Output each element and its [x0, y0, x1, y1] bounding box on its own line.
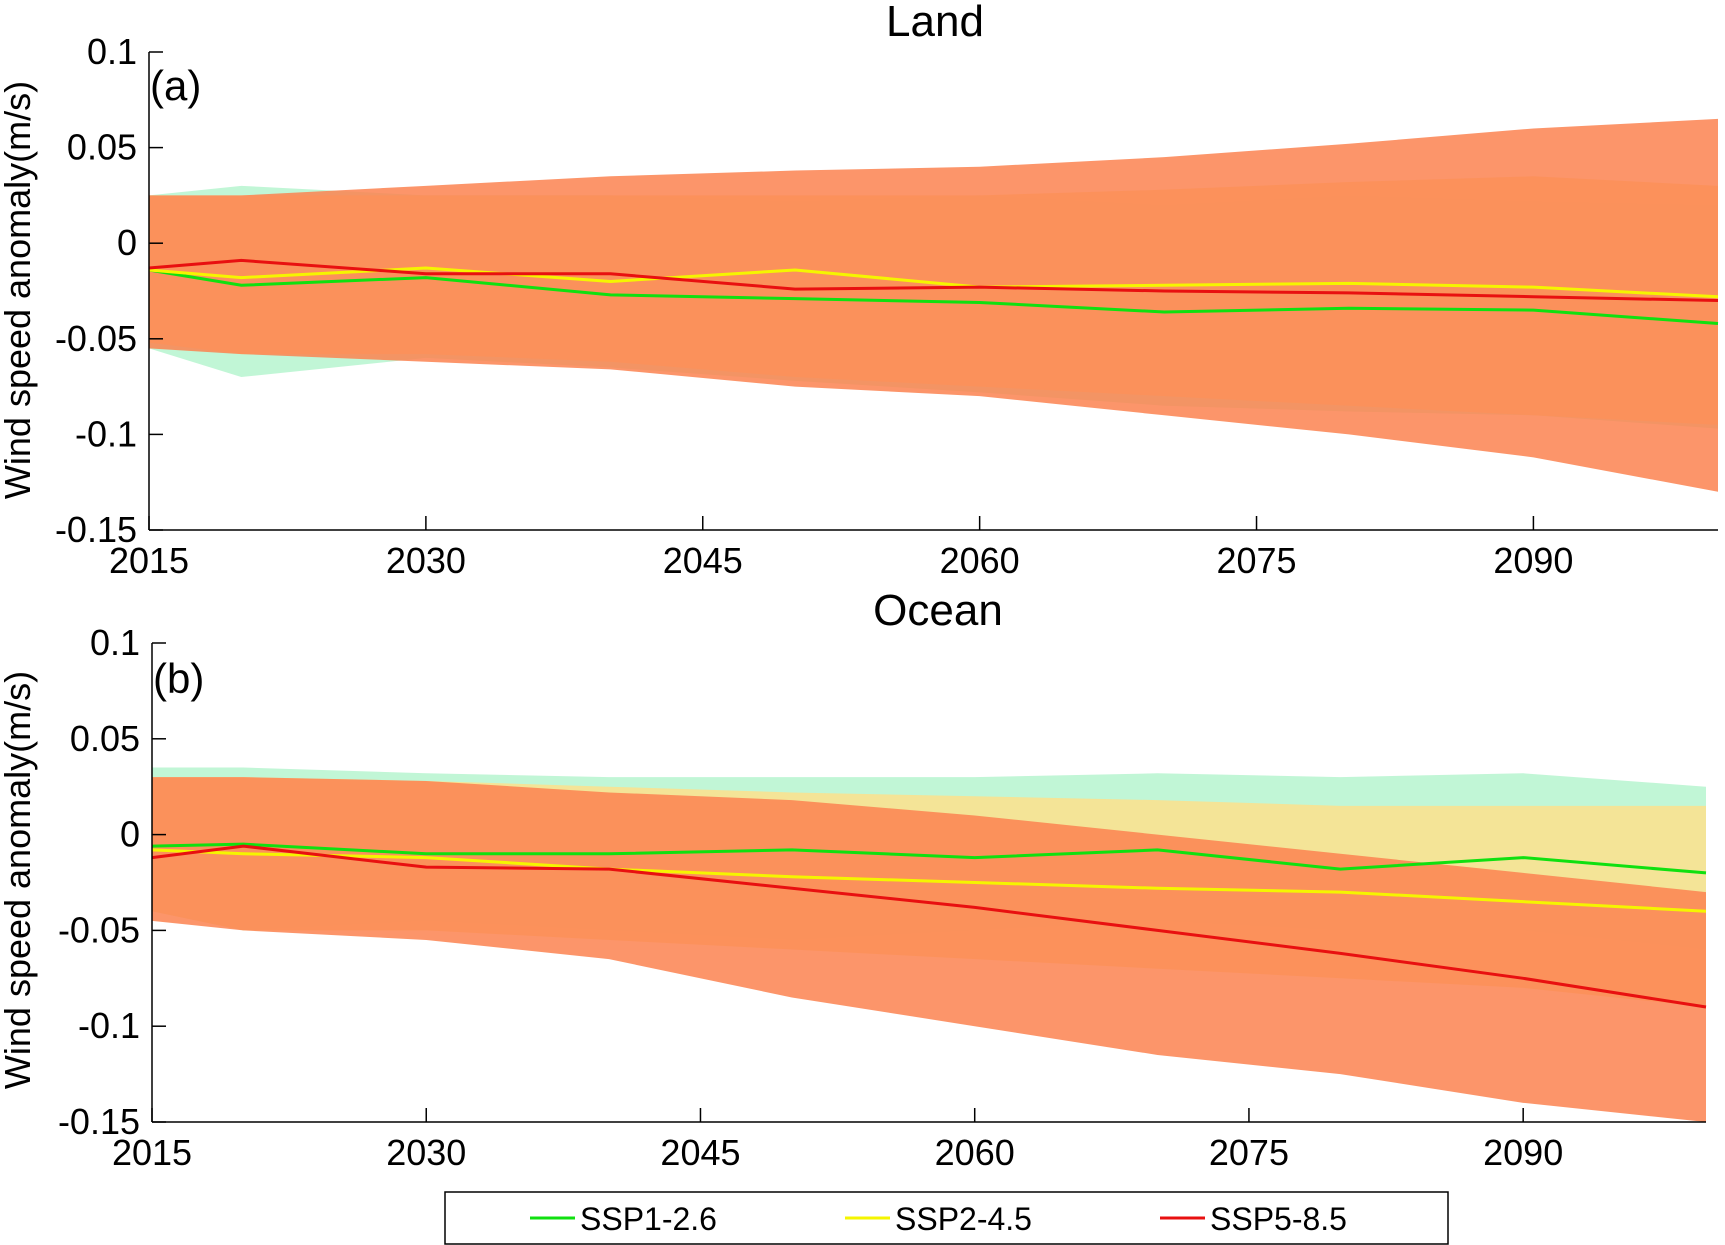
legend-label-ssp5-8.5: SSP5-8.5 — [1210, 1201, 1347, 1237]
land-band-ssp5-8.5 — [149, 118, 1718, 492]
ocean-panel: Ocean Wind speed anomaly(m/s) 0.1 0.05 0 -0… — [0, 586, 1707, 1173]
legend-item-ssp5-8.5: SSP5-8.5 — [1160, 1201, 1347, 1237]
ocean-y-tick-label: -0.05 — [58, 909, 140, 950]
ocean-bands — [152, 767, 1706, 1122]
land-lines — [148, 258, 1719, 326]
land-bands — [149, 118, 1718, 492]
legend-label-ssp1-2.6: SSP1-2.6 — [580, 1201, 717, 1237]
land-x-tick-label: 2015 — [109, 540, 189, 581]
land-x-tick-label: 2060 — [940, 540, 1020, 581]
land-y-tick-label: -0.05 — [55, 318, 137, 359]
land-line-ssp5-8.5 — [148, 258, 1719, 303]
land-axes — [148, 52, 1718, 531]
land-y-tick-label: -0.15 — [55, 509, 137, 550]
land-panel-label: (a) — [150, 62, 201, 109]
land-x-ticks: 2015 2030 2045 2060 2075 2090 — [109, 516, 1573, 581]
ocean-panel-label: (b) — [153, 655, 204, 702]
legend-box — [444, 1191, 1449, 1245]
land-x-tick-label: 2090 — [1493, 540, 1573, 581]
legend-label-ssp2-4.5: SSP2-4.5 — [895, 1201, 1032, 1237]
legend: SSP1-2.6 SSP2-4.5 SSP5-8.5 — [444, 1191, 1449, 1245]
land-line-ssp1-2.6 — [148, 268, 1719, 326]
ocean-axes — [151, 643, 1706, 1123]
legend-item-ssp1-2.6: SSP1-2.6 — [530, 1201, 717, 1237]
ocean-x-tick-label: 2045 — [660, 1132, 740, 1173]
ocean-y-tick-label: 0 — [120, 814, 140, 855]
ocean-x-ticks: 2015 2030 2045 2060 2075 2090 — [112, 1108, 1563, 1173]
ocean-line-ssp1-2.6 — [151, 842, 1707, 875]
ocean-lines — [151, 842, 1707, 1009]
land-y-tick-label: 0 — [117, 222, 137, 263]
ocean-x-tick-label: 2075 — [1209, 1132, 1289, 1173]
land-y-axis-label: Wind speed anomaly(m/s) — [0, 81, 38, 499]
ocean-y-tick-label: -0.1 — [78, 1005, 140, 1046]
land-panel: Land Wind speed anomaly(m/s) 0.1 0.05 0 -0.… — [0, 0, 1719, 581]
land-x-tick-label: 2030 — [386, 540, 466, 581]
ocean-x-tick-label: 2060 — [935, 1132, 1015, 1173]
ocean-y-tick-label: 0.05 — [70, 718, 140, 759]
legend-item-ssp2-4.5: SSP2-4.5 — [845, 1201, 1032, 1237]
ocean-title: Ocean — [873, 586, 1003, 635]
land-y-tick-label: 0.05 — [67, 127, 137, 168]
land-y-ticks: 0.1 0.05 0 -0.05 -0.1 -0.15 — [55, 31, 163, 550]
ocean-x-tick-label: 2015 — [112, 1132, 192, 1173]
land-x-tick-label: 2075 — [1216, 540, 1296, 581]
land-title: Land — [886, 0, 984, 46]
land-y-tick-label: -0.1 — [75, 413, 137, 454]
land-x-tick-label: 2045 — [663, 540, 743, 581]
ocean-x-tick-label: 2030 — [386, 1132, 466, 1173]
ocean-y-axis-label: Wind speed anomaly(m/s) — [0, 671, 38, 1089]
ocean-y-tick-label: 0.1 — [90, 622, 140, 663]
ocean-y-ticks: 0.1 0.05 0 -0.05 -0.1 -0.15 — [58, 622, 166, 1142]
land-y-tick-label: 0.1 — [87, 31, 137, 72]
ocean-x-tick-label: 2090 — [1483, 1132, 1563, 1173]
ocean-line-ssp5-8.5 — [151, 844, 1707, 1009]
ocean-y-tick-label: -0.15 — [58, 1101, 140, 1142]
land-line-ssp2-4.5 — [148, 266, 1719, 299]
